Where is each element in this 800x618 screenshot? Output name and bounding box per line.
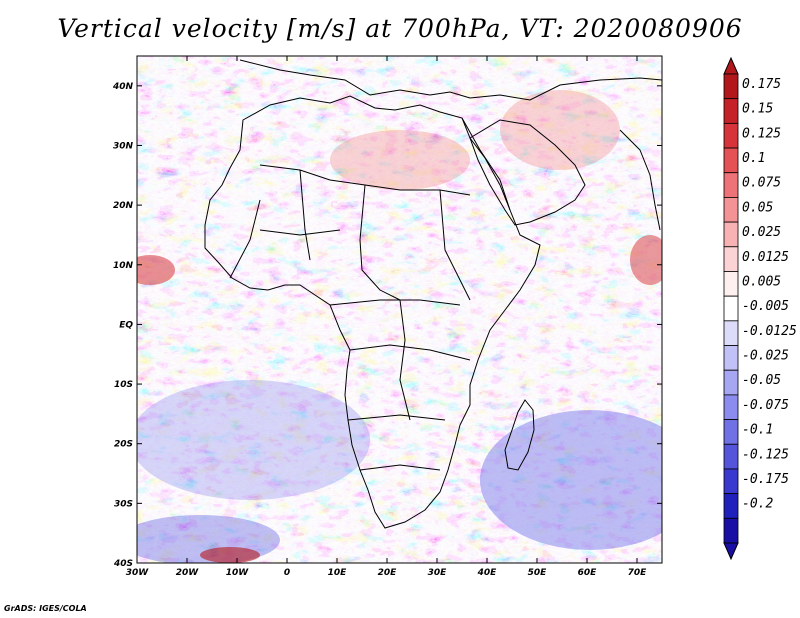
lat-tick-label: 20S [114,440,133,450]
colorbar-label: 0.05 [742,200,773,215]
colorbar-label: -0.1 [742,423,773,438]
map-title: Vertical velocity [m/s] at 700hPa, VT: 2… [57,14,743,43]
colorbar-swatch [723,419,739,445]
velocity-field [137,56,662,563]
lon-tick-label: 40E [477,568,498,578]
colorbar-swatch [723,493,739,519]
colorbar-label: 0.075 [742,176,781,191]
colorbar: 0.175 0.15 0.125 0.1 0.075 0.05 0.025 0.0125 0.0… [723,56,797,561]
colorbar-swatch [723,271,739,297]
colorbar-label: 0.0125 [742,250,789,265]
colorbar-label: -0.05 [742,373,781,388]
axis-ticks [136,56,662,564]
colorbar-swatch [723,73,739,100]
colorbar-label: -0.175 [742,472,789,487]
colorbar-label: -0.075 [742,398,789,413]
coastlines [204,59,662,529]
lon-tick-label: 20W [176,568,200,578]
plot-frame [136,55,663,564]
colorbar-swatch [723,172,739,198]
lon-tick-label: 30E [428,568,448,578]
colorbar-label: -0.025 [742,349,789,364]
colorbar-swatch [723,517,739,544]
lon-tick-label: 60E [578,568,598,578]
colorbar-label: 0.125 [742,126,781,141]
colorbar-swatch [723,122,739,149]
credit-label: GrADS: IGES/COLA [4,604,87,613]
lat-tick-label: 40S [113,559,133,569]
colorbar-swatch [723,345,739,371]
lat-tick-label: 10S [114,380,133,390]
colorbar-swatch [723,246,739,272]
colorbar-label: 0.175 [742,77,781,92]
colorbar-label: -0.005 [742,299,789,314]
colorbar-swatch [723,98,739,124]
lat-tick-label: EQ [119,320,133,330]
colorbar-min-arrow [723,542,739,561]
lon-tick-label: 70E [628,568,648,578]
colorbar-swatch [723,468,739,495]
colorbar-label: -0.0125 [742,324,797,339]
colorbar-swatch [723,369,739,396]
lon-tick-label: 10E [328,568,348,578]
longitude-labels: 30W 20W 10W 0 10E 20E 30E 40E 50E 60E 70E [126,568,647,578]
colorbar-swatch [723,221,739,248]
colorbar-label: -0.2 [742,497,773,512]
colorbar-swatch [723,147,739,174]
lat-tick-label: 20N [113,201,134,211]
colorbar-label: 0.1 [742,151,765,166]
colorbar-label: 0.15 [742,102,773,117]
lon-tick-label: 20E [378,568,398,578]
lon-tick-label: 0 [284,568,290,578]
colorbar-swatch [723,394,739,420]
latitude-labels: 40N 30N 20N 10N EQ 10S 20S 30S 40S [112,82,134,569]
colorbar-swatch [723,443,739,470]
lat-tick-label: 40N [112,82,134,92]
colorbar-swatch [723,295,739,322]
colorbar-label: -0.125 [742,447,789,462]
colorbar-label: 0.005 [742,274,781,289]
colorbar-swatch [723,320,739,346]
colorbar-max-arrow [723,56,739,75]
lon-tick-label: 50E [528,568,548,578]
lat-tick-label: 10N [113,261,134,271]
lon-tick-label: 10W [226,568,250,578]
colorbar-label: 0.025 [742,225,781,240]
lat-tick-label: 30S [114,499,133,509]
lon-tick-label: 30W [126,568,150,578]
colorbar-swatch [723,197,739,223]
lat-tick-label: 30N [113,141,134,151]
